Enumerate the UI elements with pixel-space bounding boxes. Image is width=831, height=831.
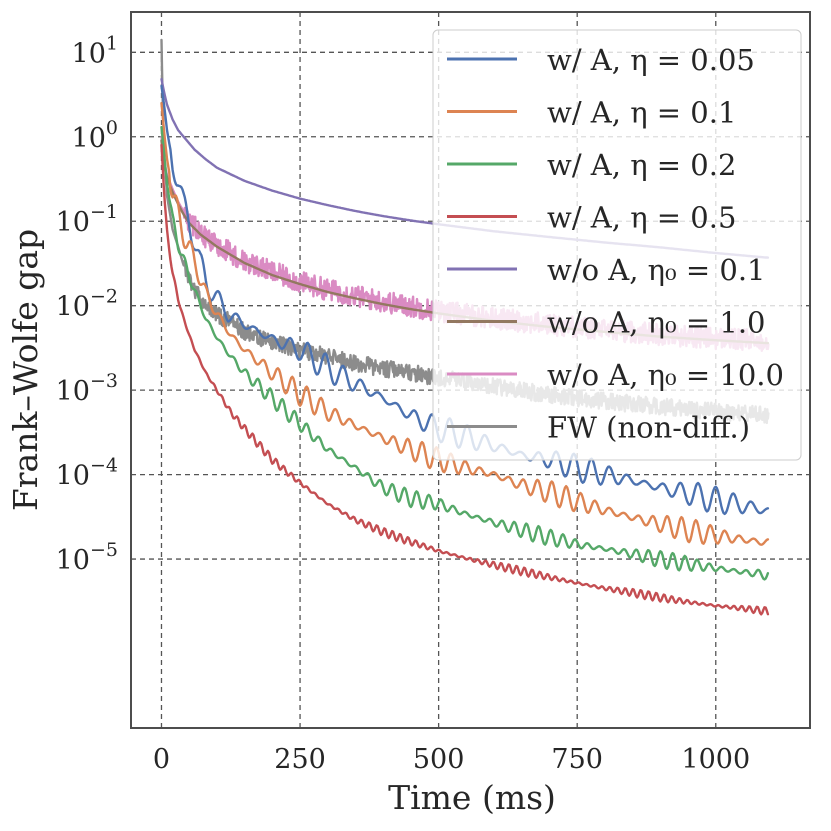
y-tick-label-3: 10−2 [56,286,118,323]
legend-label-1: w/ A, η = 0.1 [547,96,736,130]
y-tick-label-2: 10−1 [56,201,118,238]
series-line-3 [160,143,770,616]
legend-label-4: w/o A, η₀ = 0.1 [547,253,766,287]
y-axis-label: Frank–Wolfe gap [6,229,45,511]
x-tick-label-3: 750 [551,744,603,775]
y-tick-label-5: 10−4 [56,455,118,492]
x-axis-label: Time (ms) [388,778,556,817]
x-axis-ticks: 0 250 500 750 1000 [153,744,750,775]
legend-label-2: w/ A, η = 0.2 [547,148,736,182]
y-tick-label-4: 10−3 [56,370,118,407]
legend-label-3: w/ A, η = 0.5 [547,201,736,235]
plot-frame [130,11,811,729]
x-tick-label-1: 250 [274,744,326,775]
legend-label-0: w/ A, η = 0.05 [547,43,755,77]
y-axis-ticks: 101 100 10−1 10−2 10−3 10−4 10−5 [56,32,118,576]
legend-label-5: w/o A, η₀ = 1.0 [547,306,766,340]
y-tick-label-1: 100 [72,117,118,154]
legend-box [432,29,802,461]
legend-label-7: FW (non-diff.) [547,411,750,445]
x-tick-label-0: 0 [153,744,170,775]
x-tick-label-2: 500 [413,744,465,775]
series-line-2 [160,125,770,581]
y-tick-label-0: 101 [72,32,118,69]
legend-label-6: w/o A, η₀ = 10.0 [547,358,784,392]
x-tick-label-4: 1000 [681,744,750,775]
y-tick-label-6: 10−5 [56,539,118,576]
legend: w/ A, η = 0.05 w/ A, η = 0.1 w/ A, η = 0.2… [432,29,802,461]
series-line-1 [160,102,770,546]
